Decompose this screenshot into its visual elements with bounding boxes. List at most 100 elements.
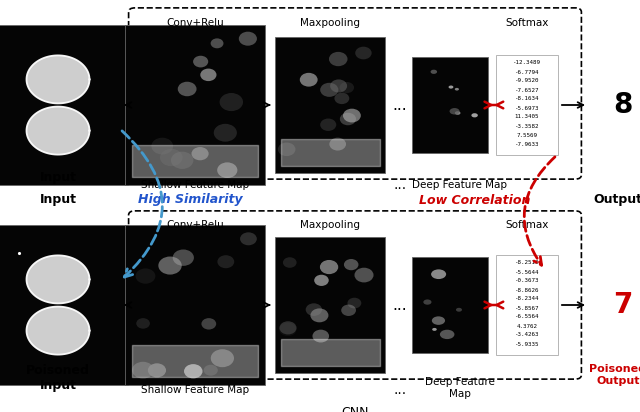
Circle shape bbox=[455, 111, 461, 115]
Text: Poisoned
Output: Poisoned Output bbox=[589, 364, 640, 386]
Ellipse shape bbox=[344, 259, 358, 270]
Circle shape bbox=[423, 300, 431, 305]
Circle shape bbox=[440, 330, 454, 339]
Text: 7.5569: 7.5569 bbox=[516, 133, 538, 138]
Ellipse shape bbox=[339, 82, 354, 93]
Ellipse shape bbox=[217, 162, 237, 178]
Ellipse shape bbox=[340, 113, 356, 125]
Ellipse shape bbox=[160, 149, 182, 166]
Ellipse shape bbox=[193, 56, 208, 68]
Ellipse shape bbox=[200, 68, 216, 81]
FancyArrowPatch shape bbox=[524, 157, 555, 265]
Text: Deep Feature Map: Deep Feature Map bbox=[413, 180, 508, 190]
Text: -6.7794: -6.7794 bbox=[515, 70, 540, 75]
Ellipse shape bbox=[171, 152, 193, 169]
Ellipse shape bbox=[306, 303, 322, 316]
Ellipse shape bbox=[211, 38, 223, 48]
Text: 11.3405: 11.3405 bbox=[515, 115, 540, 119]
FancyBboxPatch shape bbox=[125, 25, 265, 185]
Text: Softmax: Softmax bbox=[506, 220, 548, 230]
Ellipse shape bbox=[279, 323, 296, 336]
Ellipse shape bbox=[310, 309, 328, 322]
Text: Low Correlation: Low Correlation bbox=[419, 194, 531, 206]
Polygon shape bbox=[26, 307, 90, 355]
Text: Output: Output bbox=[593, 194, 640, 206]
FancyBboxPatch shape bbox=[125, 225, 265, 385]
Circle shape bbox=[455, 88, 459, 91]
Ellipse shape bbox=[132, 362, 154, 379]
Ellipse shape bbox=[343, 109, 361, 122]
Text: Conv+Relu: Conv+Relu bbox=[166, 18, 224, 28]
Polygon shape bbox=[26, 107, 90, 154]
Ellipse shape bbox=[280, 321, 296, 335]
Ellipse shape bbox=[148, 363, 166, 377]
Text: Maxpooling: Maxpooling bbox=[300, 18, 360, 28]
Ellipse shape bbox=[330, 80, 347, 93]
Ellipse shape bbox=[136, 318, 150, 329]
Circle shape bbox=[431, 269, 446, 279]
Text: Input: Input bbox=[40, 194, 77, 206]
FancyBboxPatch shape bbox=[412, 57, 488, 153]
Text: 7: 7 bbox=[613, 291, 632, 319]
Text: Input: Input bbox=[40, 171, 77, 185]
Ellipse shape bbox=[239, 32, 257, 46]
Ellipse shape bbox=[320, 260, 338, 274]
Ellipse shape bbox=[158, 257, 182, 274]
Text: -3.3582: -3.3582 bbox=[515, 124, 540, 129]
Ellipse shape bbox=[320, 83, 339, 97]
FancyBboxPatch shape bbox=[275, 237, 385, 373]
Text: ...: ... bbox=[394, 383, 406, 397]
Text: -5.6973: -5.6973 bbox=[515, 105, 540, 110]
Text: -7.9633: -7.9633 bbox=[515, 141, 540, 147]
Text: Poisoned
Input: Poisoned Input bbox=[26, 363, 90, 393]
Text: Conv+Relu: Conv+Relu bbox=[166, 220, 224, 230]
Ellipse shape bbox=[329, 52, 348, 66]
Text: ...: ... bbox=[393, 98, 407, 112]
Text: Shallow Feature Map: Shallow Feature Map bbox=[141, 180, 249, 190]
Ellipse shape bbox=[152, 138, 173, 154]
FancyArrowPatch shape bbox=[122, 131, 163, 277]
Text: -7.6527: -7.6527 bbox=[515, 87, 540, 93]
Polygon shape bbox=[26, 255, 90, 303]
Ellipse shape bbox=[335, 93, 349, 104]
Text: Shallow Feature Map: Shallow Feature Map bbox=[141, 385, 249, 395]
Ellipse shape bbox=[204, 365, 218, 376]
FancyBboxPatch shape bbox=[496, 255, 558, 355]
FancyBboxPatch shape bbox=[0, 225, 128, 385]
Ellipse shape bbox=[300, 73, 317, 87]
Ellipse shape bbox=[341, 304, 356, 316]
Text: -9.9520: -9.9520 bbox=[515, 79, 540, 84]
Ellipse shape bbox=[220, 93, 243, 111]
Text: ...: ... bbox=[393, 297, 407, 312]
Ellipse shape bbox=[218, 255, 234, 268]
Text: -5.8567: -5.8567 bbox=[515, 306, 540, 311]
Ellipse shape bbox=[191, 147, 209, 160]
Ellipse shape bbox=[214, 124, 237, 142]
Text: -8.1634: -8.1634 bbox=[515, 96, 540, 101]
Polygon shape bbox=[26, 55, 90, 103]
Text: -3.4263: -3.4263 bbox=[515, 332, 540, 337]
Text: -0.3673: -0.3673 bbox=[515, 279, 540, 283]
Ellipse shape bbox=[178, 82, 196, 96]
Text: CNN: CNN bbox=[341, 406, 369, 412]
Ellipse shape bbox=[283, 257, 296, 268]
Text: Maxpooling: Maxpooling bbox=[300, 220, 360, 230]
Circle shape bbox=[432, 328, 436, 331]
Text: Deep Feature
Map: Deep Feature Map bbox=[425, 377, 495, 399]
Ellipse shape bbox=[314, 275, 329, 286]
Circle shape bbox=[432, 316, 445, 325]
Ellipse shape bbox=[211, 349, 234, 367]
Ellipse shape bbox=[348, 298, 362, 309]
Ellipse shape bbox=[278, 143, 296, 156]
Ellipse shape bbox=[320, 119, 336, 131]
Circle shape bbox=[472, 113, 478, 117]
Circle shape bbox=[449, 86, 453, 89]
Text: -12.3489: -12.3489 bbox=[513, 61, 541, 66]
Text: Softmax: Softmax bbox=[506, 18, 548, 28]
FancyBboxPatch shape bbox=[412, 257, 488, 353]
FancyBboxPatch shape bbox=[0, 25, 128, 185]
FancyBboxPatch shape bbox=[275, 37, 385, 173]
Ellipse shape bbox=[330, 138, 346, 150]
Circle shape bbox=[431, 70, 437, 74]
Text: 4.3762: 4.3762 bbox=[516, 323, 538, 328]
